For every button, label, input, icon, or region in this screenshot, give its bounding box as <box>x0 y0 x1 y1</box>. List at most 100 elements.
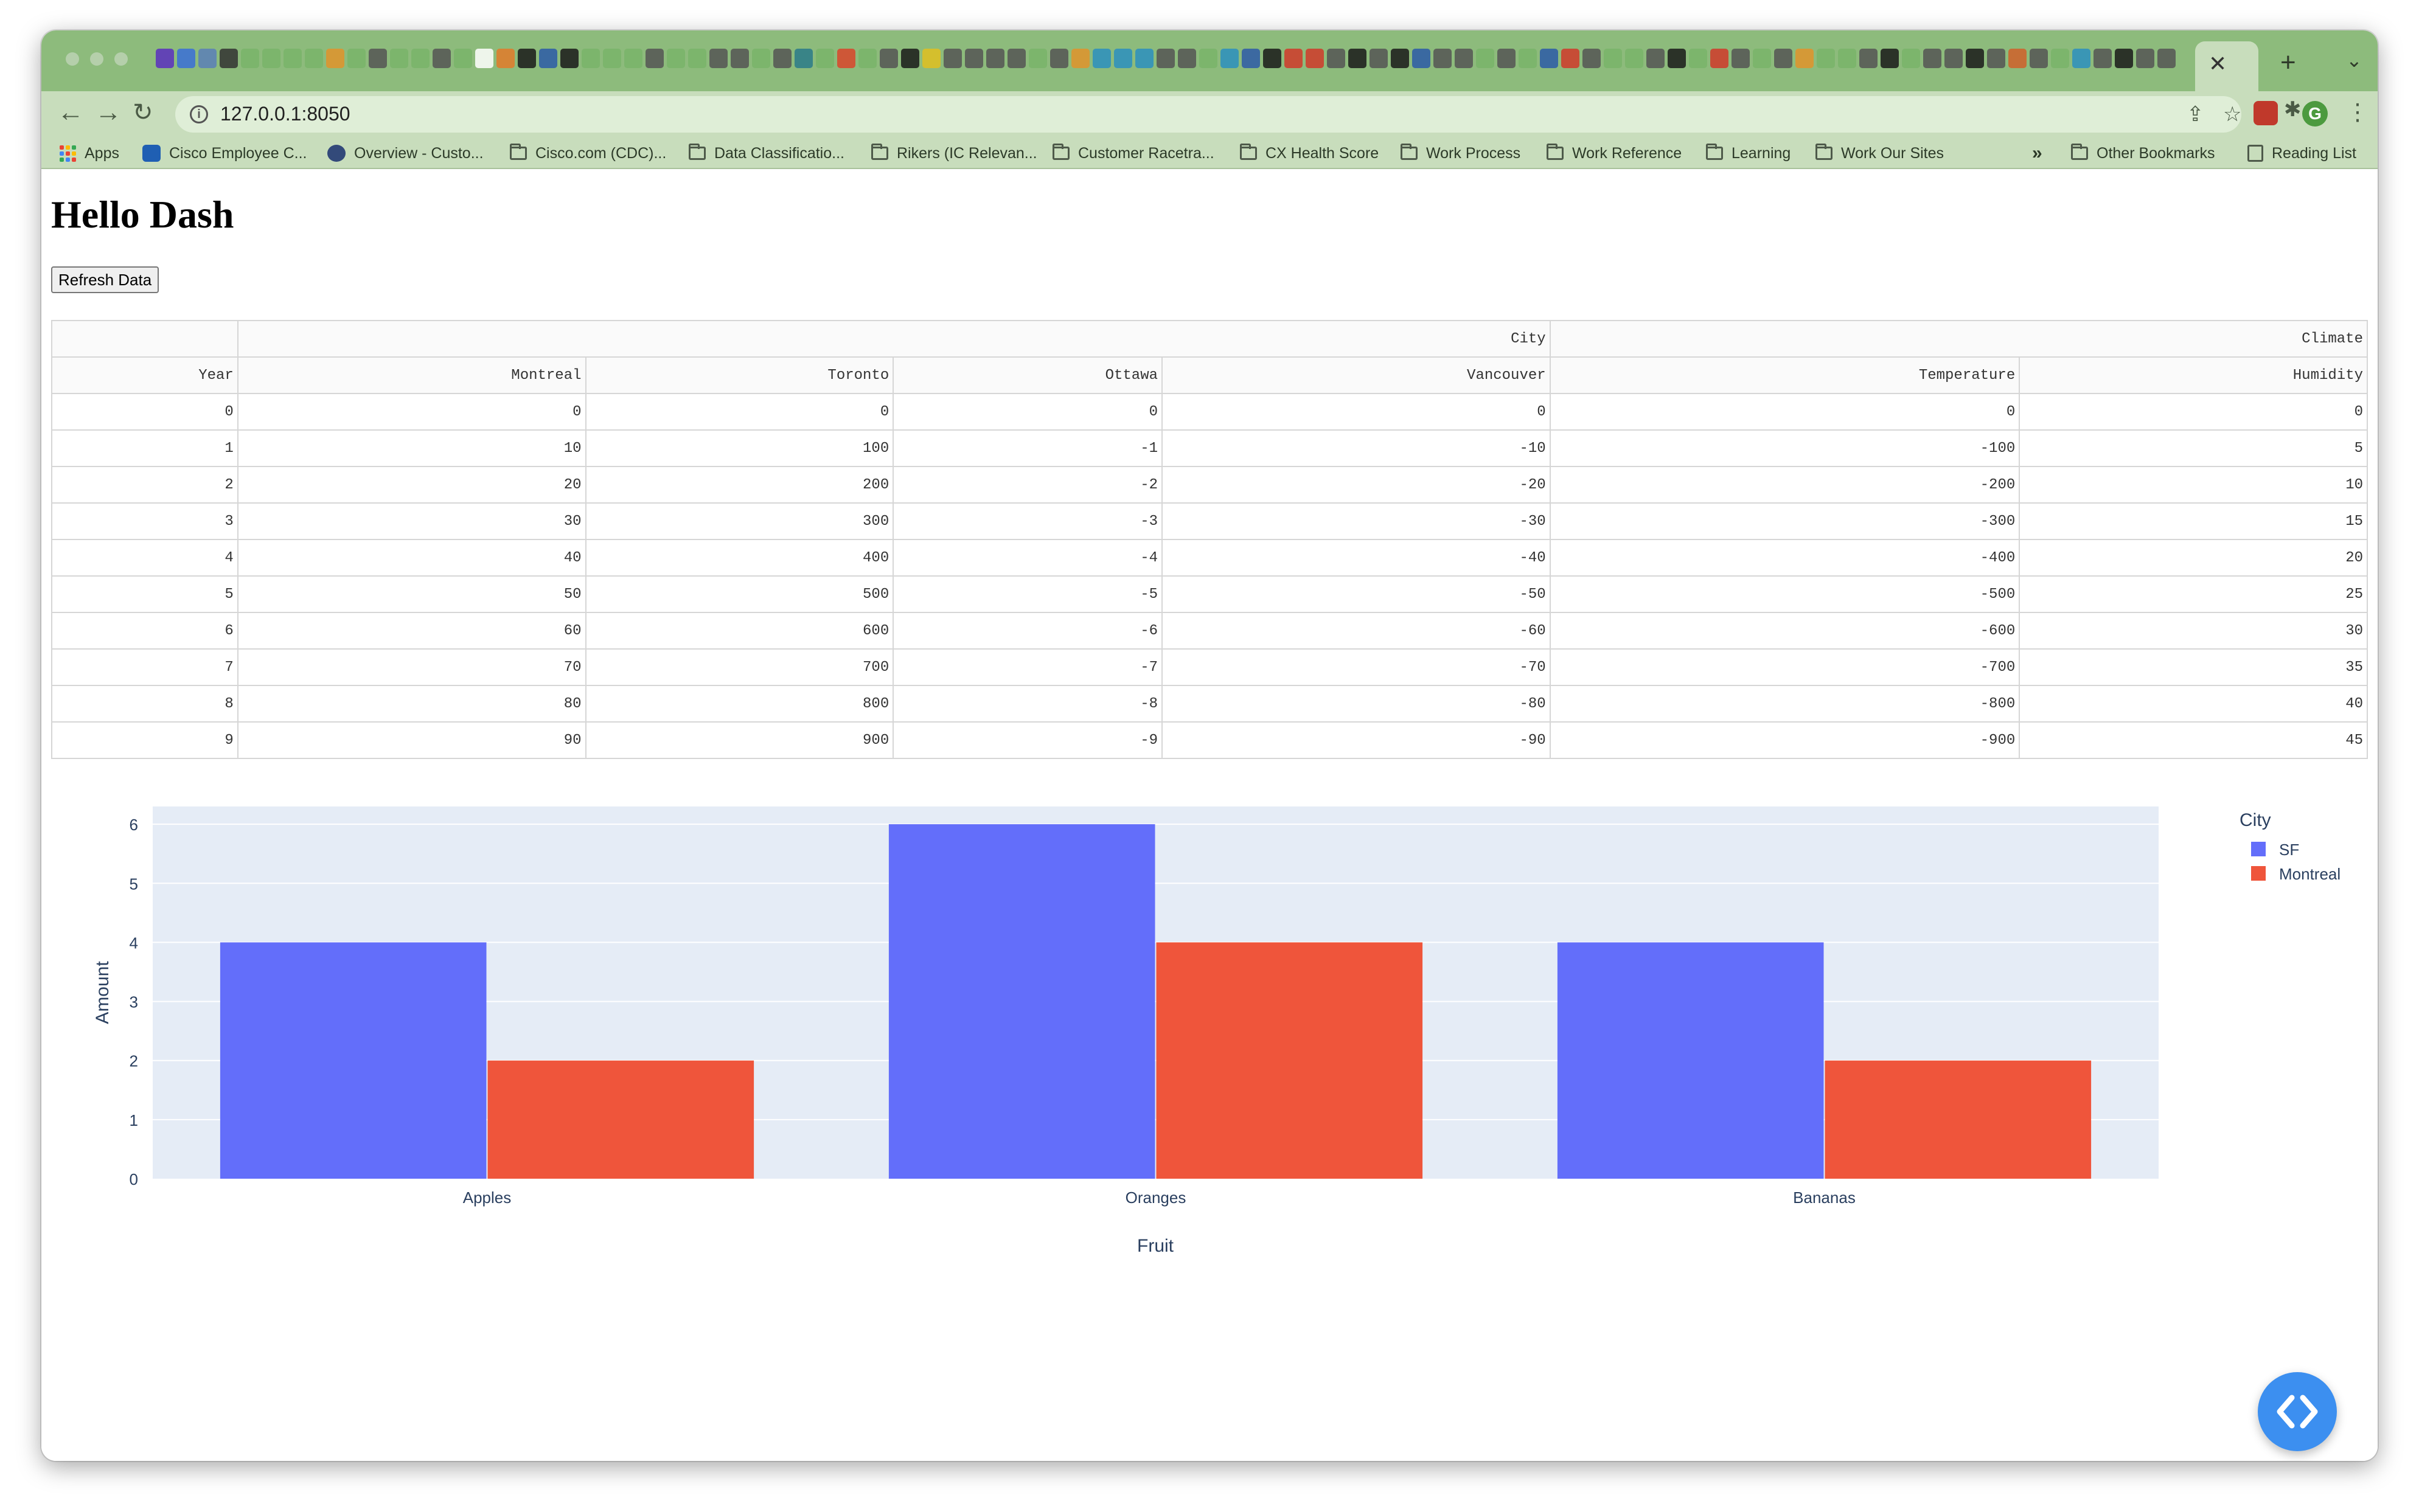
table-cell[interactable]: 50 <box>237 575 586 613</box>
pinned-tab-favicon[interactable] <box>2136 49 2154 68</box>
table-cell[interactable]: 70 <box>237 648 586 686</box>
pinned-tab-favicon[interactable] <box>1391 49 1409 68</box>
table-cell[interactable]: -800 <box>1549 685 2020 723</box>
pinned-tab-favicon[interactable] <box>1476 49 1494 68</box>
pinned-tab-favicon[interactable] <box>1348 49 1366 68</box>
pinned-tab-favicon[interactable] <box>1732 49 1750 68</box>
table-cell[interactable]: 80 <box>237 685 586 723</box>
pinned-tab-favicon[interactable] <box>1817 49 1835 68</box>
pinned-tab-favicon[interactable] <box>220 49 238 68</box>
table-cell[interactable]: 60 <box>237 612 586 650</box>
pinned-tab-favicon[interactable] <box>1093 49 1111 68</box>
pinned-tab-favicon[interactable] <box>1753 49 1771 68</box>
legend-label[interactable]: SF <box>2279 841 2299 859</box>
table-cell[interactable]: 700 <box>585 648 894 686</box>
table-cell[interactable]: -300 <box>1549 502 2020 540</box>
zoom-window-button[interactable] <box>114 52 128 66</box>
pinned-tab-favicon[interactable] <box>1966 49 1984 68</box>
pinned-tab-favicon[interactable] <box>2051 49 2069 68</box>
pinned-tabs[interactable] <box>156 49 2218 74</box>
pinned-tab-favicon[interactable] <box>1199 49 1217 68</box>
table-cell[interactable]: -70 <box>1161 648 1551 686</box>
table-cell[interactable]: -2 <box>893 466 1163 504</box>
table-cell[interactable]: 30 <box>2019 612 2368 650</box>
pinned-tab-favicon[interactable] <box>1412 49 1430 68</box>
pinned-tab-favicon[interactable] <box>1881 49 1899 68</box>
dash-devtools-button[interactable] <box>2258 1372 2337 1451</box>
bookmark-folder-learning[interactable]: Learning <box>1706 143 1791 164</box>
table-cell[interactable]: -40 <box>1161 539 1551 577</box>
pinned-tab-favicon[interactable] <box>1306 49 1324 68</box>
reading-list[interactable]: Reading List <box>2247 143 2356 164</box>
bookmark-folder-work-process[interactable]: Work Process <box>1401 143 1520 164</box>
table-cell[interactable]: -500 <box>1549 575 2020 613</box>
table-cell[interactable]: -200 <box>1549 466 2020 504</box>
pinned-tab-favicon[interactable] <box>2157 49 2176 68</box>
pinned-tab-favicon[interactable] <box>198 49 217 68</box>
close-window-button[interactable] <box>66 52 79 66</box>
table-cell[interactable]: -5 <box>893 575 1163 613</box>
pinned-tab-favicon[interactable] <box>262 49 280 68</box>
pinned-tab-favicon[interactable] <box>2094 49 2112 68</box>
bar-montreal-apples[interactable] <box>487 1060 754 1179</box>
table-cell[interactable]: -600 <box>1549 612 2020 650</box>
legend-label[interactable]: Montreal <box>2279 865 2341 883</box>
menu-kebab-icon[interactable]: ⋮ <box>2346 100 2369 125</box>
pinned-tab-favicon[interactable] <box>1050 49 1068 68</box>
table-cell[interactable]: 900 <box>585 721 894 759</box>
table-cell[interactable]: -3 <box>893 502 1163 540</box>
pinned-tab-favicon[interactable] <box>1561 49 1579 68</box>
pinned-tab-favicon[interactable] <box>1625 49 1643 68</box>
table-cell[interactable]: -10 <box>1161 429 1551 467</box>
pinned-tab-favicon[interactable] <box>1284 49 1303 68</box>
pinned-tab-favicon[interactable] <box>1689 49 1707 68</box>
tab-close-icon[interactable]: ✕ <box>2208 51 2227 76</box>
table-cell[interactable]: -700 <box>1549 648 2020 686</box>
pinned-tab-favicon[interactable] <box>305 49 323 68</box>
bookmark-cisco-employee[interactable]: Cisco Employee C... <box>142 143 307 164</box>
table-cell[interactable]: 20 <box>237 466 586 504</box>
profile-avatar[interactable]: G <box>2302 101 2328 127</box>
extension-icon[interactable] <box>2254 101 2278 125</box>
pinned-tab-favicon[interactable] <box>241 49 259 68</box>
url-text[interactable]: 127.0.0.1:8050 <box>220 103 350 125</box>
table-cell[interactable]: 800 <box>585 685 894 723</box>
pinned-tab-favicon[interactable] <box>1710 49 1728 68</box>
table-cell[interactable]: -7 <box>893 648 1163 686</box>
pinned-tab-favicon[interactable] <box>922 49 941 68</box>
pinned-tab-favicon[interactable] <box>1071 49 1090 68</box>
pinned-tab-favicon[interactable] <box>1646 49 1665 68</box>
table-cell[interactable]: 600 <box>585 612 894 650</box>
table-cell[interactable]: 25 <box>2019 575 2368 613</box>
table-cell[interactable]: 90 <box>237 721 586 759</box>
pinned-tab-favicon[interactable] <box>752 49 770 68</box>
active-tab[interactable]: ✕ <box>2195 41 2258 91</box>
pinned-tab-favicon[interactable] <box>1795 49 1814 68</box>
bookmark-folder-cx-health-score[interactable]: CX Health Score <box>1240 143 1379 164</box>
pinned-tab-favicon[interactable] <box>1987 49 2005 68</box>
new-tab-button[interactable]: + <box>2280 47 2296 77</box>
table-cell[interactable]: -4 <box>893 539 1163 577</box>
pinned-tab-favicon[interactable] <box>837 49 855 68</box>
pinned-tab-favicon[interactable] <box>475 49 493 68</box>
bookmark-folder-rikers[interactable]: Rikers (IC Relevan... <box>871 143 1037 164</box>
bookmark-folder-work-reference[interactable]: Work Reference <box>1547 143 1682 164</box>
pinned-tab-favicon[interactable] <box>496 49 515 68</box>
forward-arrow-icon[interactable]: → <box>95 97 122 127</box>
legend-swatch[interactable] <box>2251 866 2266 881</box>
bar-montreal-bananas[interactable] <box>1825 1060 2092 1179</box>
table-cell[interactable]: 6 <box>51 612 238 650</box>
bar-sf-oranges[interactable] <box>888 824 1155 1179</box>
pinned-tab-favicon[interactable] <box>2072 49 2090 68</box>
table-cell[interactable]: 0 <box>585 393 894 431</box>
table-cell[interactable]: 300 <box>585 502 894 540</box>
table-cell[interactable]: -9 <box>893 721 1163 759</box>
pinned-tab-favicon[interactable] <box>1135 49 1154 68</box>
table-cell[interactable]: -30 <box>1161 502 1551 540</box>
table-cell[interactable]: 0 <box>2019 393 2368 431</box>
pinned-tab-favicon[interactable] <box>1370 49 1388 68</box>
share-icon[interactable]: ⇪ <box>2187 103 2204 126</box>
table-cell[interactable]: 3 <box>51 502 238 540</box>
table-cell[interactable]: 0 <box>51 393 238 431</box>
address-bar[interactable]: i 127.0.0.1:8050 ⇪ ☆ <box>175 96 2241 133</box>
